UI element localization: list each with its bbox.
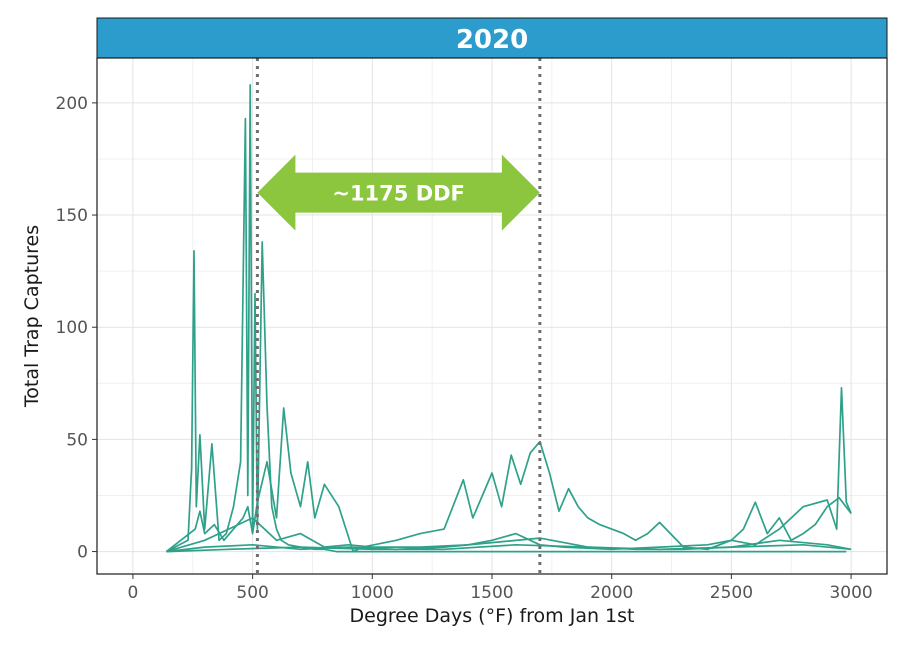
facet-strip: [96, 17, 888, 59]
duration-label: ~1175 DDF: [332, 182, 465, 206]
x-axis-title: Degree Days (°F) from Jan 1st: [350, 605, 635, 627]
annotation-layer: ~1175 DDF: [257, 154, 540, 231]
y-tick-label: 200: [56, 94, 88, 114]
series-layer: [165, 84, 852, 553]
facet-title: 2020: [456, 25, 528, 55]
x-tick-label: 2500: [710, 583, 753, 603]
y-axis-title: Total Trap Captures: [21, 225, 43, 408]
y-tick-label: 50: [66, 430, 88, 450]
series-line-5: [166, 543, 852, 553]
series-line-1: [166, 84, 847, 553]
x-tick-label: 3000: [829, 583, 872, 603]
x-tick-label: 1500: [470, 583, 513, 603]
tick-layer: 0 500 1000 1500 2000 2500 3000 0 50 100 150 200: [56, 94, 873, 603]
grid-layer: [97, 58, 887, 574]
duration-arrow: [257, 154, 540, 231]
x-tick-label: 500: [236, 583, 268, 603]
x-tick-label: 1000: [351, 583, 394, 603]
y-tick-label: 100: [56, 318, 88, 338]
x-tick-label: 0: [127, 583, 138, 603]
y-tick-label: 150: [56, 206, 88, 226]
y-tick-label: 0: [77, 543, 88, 563]
vline-layer: [255, 58, 542, 574]
x-tick-label: 2000: [590, 583, 633, 603]
